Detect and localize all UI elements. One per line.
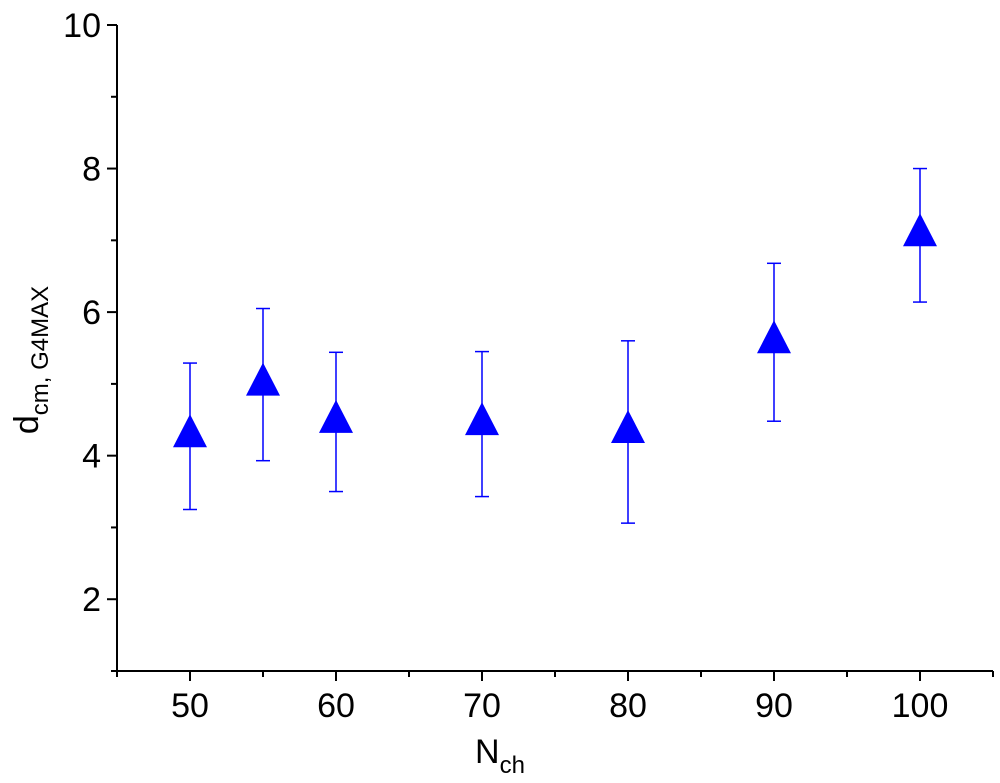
marker bbox=[319, 399, 353, 433]
y-axis-label: dcm, G4MAX bbox=[8, 286, 54, 434]
y-label-main: d bbox=[8, 415, 46, 434]
marker bbox=[173, 414, 207, 448]
x-tick-label: 50 bbox=[171, 687, 209, 725]
marker bbox=[465, 402, 499, 436]
x-tick-label: 100 bbox=[892, 687, 949, 725]
x-tick-label: 80 bbox=[609, 687, 647, 725]
y-tick-label: 8 bbox=[82, 151, 101, 189]
x-axis-label: Nch bbox=[475, 733, 525, 779]
marker bbox=[757, 320, 791, 354]
y-label-sub: cm, G4MAX bbox=[27, 286, 54, 415]
x-tick-label: 90 bbox=[755, 687, 793, 725]
marker bbox=[903, 213, 937, 247]
y-tick-label: 4 bbox=[82, 438, 101, 476]
y-tick-label: 2 bbox=[82, 581, 101, 619]
marker bbox=[246, 362, 280, 396]
y-tick-label: 10 bbox=[63, 7, 101, 45]
y-tick-label: 6 bbox=[82, 294, 101, 332]
marker bbox=[611, 409, 645, 443]
x-label-main: N bbox=[475, 733, 500, 771]
x-label-sub: ch bbox=[500, 752, 525, 779]
x-tick-label: 70 bbox=[463, 687, 501, 725]
x-tick-label: 60 bbox=[317, 687, 355, 725]
